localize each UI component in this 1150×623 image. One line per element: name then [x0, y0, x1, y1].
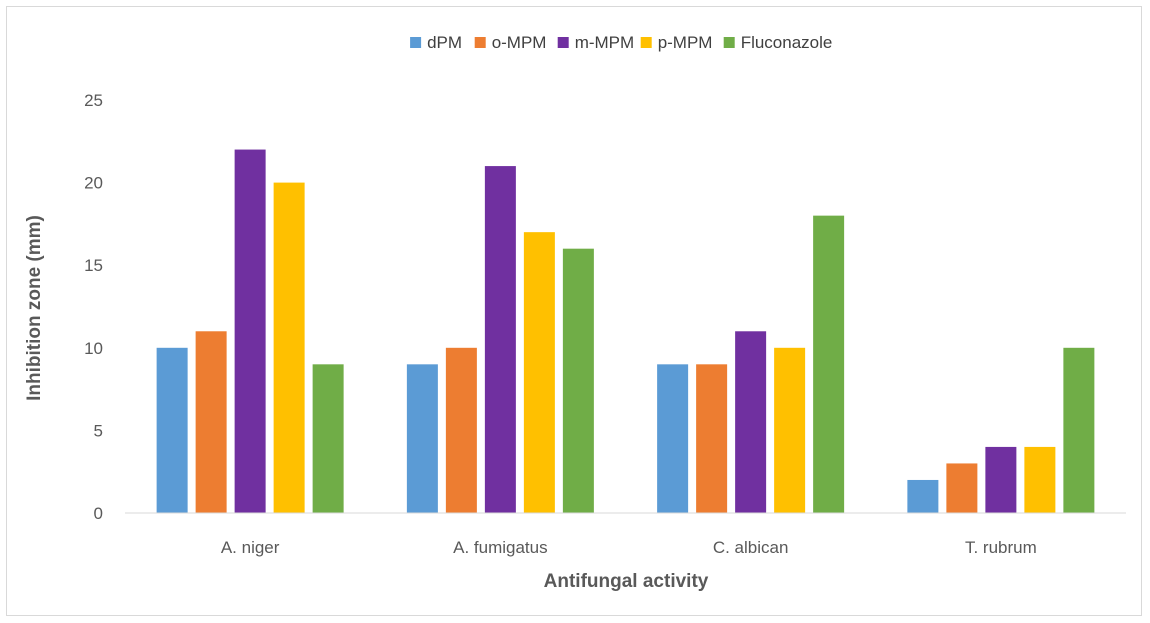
bar-o-mpm-4	[946, 463, 978, 513]
bar-m-mpm-3	[735, 331, 767, 513]
y-tick-label: 10	[84, 339, 103, 358]
bar-dpm-1	[156, 347, 188, 513]
y-axis-title: Inhibition zone (mm)	[24, 215, 45, 401]
y-tick-label: 15	[84, 256, 103, 275]
bar-fluconazole-2	[562, 248, 594, 513]
x-tick-label: A. niger	[221, 538, 280, 557]
legend-label: p-MPM	[658, 33, 713, 52]
legend-swatch	[557, 37, 569, 48]
legend-item-o-mpm: o-MPM	[474, 33, 547, 52]
bar-m-mpm-4	[985, 446, 1017, 513]
bar-fluconazole-4	[1063, 347, 1095, 513]
legend: dPM o-MPM m-MPM p-MPM Fluconazole	[410, 33, 832, 52]
bar-m-mpm-1	[234, 149, 266, 513]
y-tick-label: 25	[84, 91, 103, 110]
bar-p-mpm-3	[774, 347, 806, 513]
y-axis: 0 5 10 15 20 25	[84, 91, 103, 523]
x-tick-label: T. rubrum	[965, 538, 1037, 557]
y-tick-label: 0	[94, 504, 103, 523]
bar-dpm-2	[406, 364, 438, 513]
legend-label: Fluconazole	[741, 33, 833, 52]
bar-fluconazole-3	[813, 215, 845, 513]
legend-swatch	[474, 37, 486, 48]
bar-fluconazole-1	[312, 364, 344, 513]
x-axis: A. niger A. fumigatus C. albican T. rubrum	[125, 512, 1126, 557]
bar-dpm-3	[657, 364, 689, 513]
legend-item-m-mpm: m-MPM	[557, 33, 634, 52]
y-tick-label: 20	[84, 174, 103, 193]
bar-p-mpm-1	[273, 182, 305, 513]
x-tick-label: A. fumigatus	[453, 538, 548, 557]
legend-label: dPM	[427, 33, 462, 52]
legend-item-fluconazole: Fluconazole	[723, 33, 833, 52]
bar-o-mpm-2	[445, 347, 477, 513]
bar-o-mpm-1	[195, 331, 227, 513]
bars	[156, 149, 1095, 513]
bar-p-mpm-4	[1024, 446, 1056, 513]
bar-m-mpm-2	[484, 166, 516, 513]
bar-dpm-4	[907, 479, 939, 513]
y-tick-label: 5	[94, 421, 103, 440]
legend-label: m-MPM	[575, 33, 634, 52]
legend-swatch	[640, 37, 652, 48]
legend-swatch	[723, 37, 735, 48]
bar-o-mpm-3	[696, 364, 728, 513]
x-tick-label: C. albican	[713, 538, 789, 557]
legend-swatch	[410, 37, 422, 48]
legend-item-dpm: dPM	[410, 33, 462, 52]
x-axis-title: Antifungal activity	[544, 571, 709, 592]
bar-p-mpm-2	[523, 232, 555, 513]
legend-label: o-MPM	[492, 33, 547, 52]
legend-item-p-mpm: p-MPM	[640, 33, 713, 52]
